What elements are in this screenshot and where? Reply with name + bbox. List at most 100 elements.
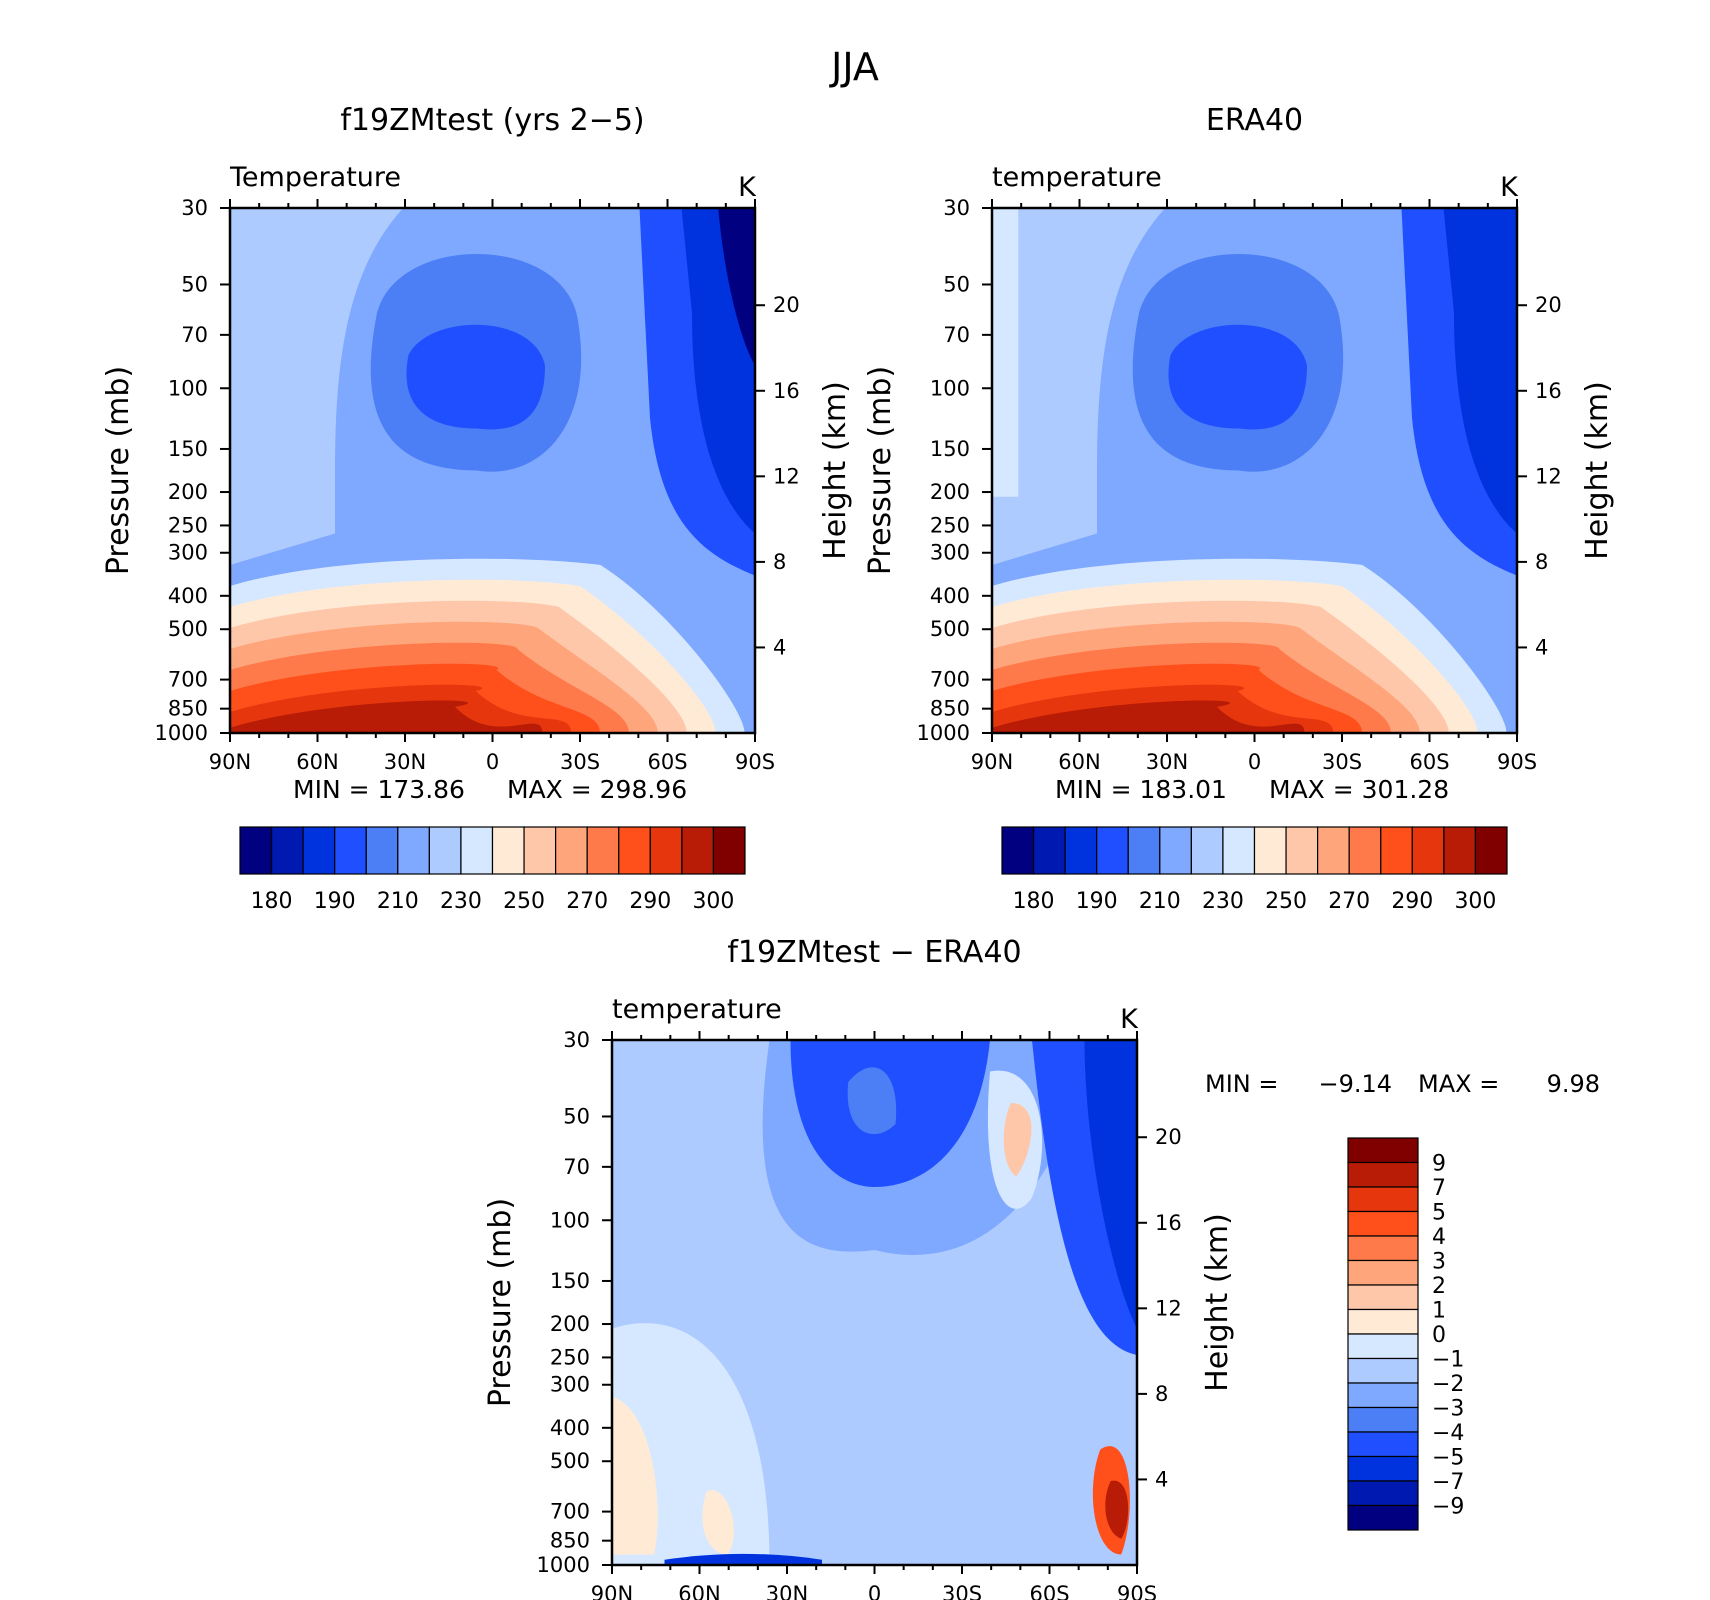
colorbar-label: −3 [1432,1397,1464,1422]
colorbar: 180 190 210 230 250 270 290 300 [239,826,746,914]
y-tick-label: 400 [550,1416,590,1440]
colorbar-box [1317,826,1350,875]
panel-title: f19ZMtest (yrs 2−5) [340,103,644,138]
x-tick-label: 60N [1058,750,1100,774]
colorbar-box [1347,1333,1419,1360]
colorbar-box [1347,1480,1419,1507]
colorbar-label: 7 [1432,1176,1446,1201]
colorbar-box [460,826,494,875]
colorbar-box [1474,826,1508,875]
colorbar-box [1096,826,1129,875]
colorbar-box [1347,1137,1419,1164]
colorbar-box [1347,1259,1419,1286]
contour-band [406,324,545,430]
y-tick-label: 300 [930,541,970,565]
y-tick-label: 50 [181,272,208,296]
y-tick-label: 100 [550,1208,590,1232]
y2-tick-label: 8 [1155,1382,1168,1406]
y-tick-label: 400 [168,584,208,608]
colorbar-label: 1 [1432,1299,1446,1324]
panels: f19ZMtest (yrs 2−5) Temperature K 90N 60N 30N… [101,103,1615,1600]
x-tick-label: 60S [1409,750,1449,774]
chart-panel-3: f19ZMtest − ERA40 temperature K 90N 60N 30N 0 3… [483,935,1600,1600]
x-tick-label: 30S [560,750,600,774]
colorbar-label: 190 [314,889,356,914]
y-axis-title: Pressure (mb) [483,1198,518,1407]
y2-tick-label: 20 [1535,293,1562,317]
y2-tick-label: 20 [773,293,800,317]
units-label: K [1120,1004,1139,1035]
colorbar-box [365,826,399,875]
colorbar-box [1285,826,1319,875]
colorbar-box [681,826,715,875]
y-tick-label: 150 [168,437,208,461]
min-label: MIN = 183.01 [1055,775,1227,804]
colorbar-box [1347,1210,1419,1237]
y2-tick-label: 8 [1535,550,1548,574]
colorbar-label: 270 [566,889,608,914]
colorbar-label: 230 [1202,889,1244,914]
colorbar-label: 300 [692,889,734,914]
colorbar-label: 190 [1076,889,1118,914]
panel-subtitle: Temperature [229,162,401,193]
x-tick-label: 0 [486,750,499,774]
colorbar-box [1347,1406,1419,1433]
colorbar-box [491,826,525,875]
colorbar-label: 4 [1432,1225,1446,1250]
max-label: MAX = 301.28 [1269,775,1449,804]
colorbar-box [1380,826,1413,875]
colorbar-label: 0 [1432,1323,1446,1348]
y-tick-label: 50 [563,1104,590,1128]
colorbar-box [302,826,336,875]
colorbar-label: 290 [629,889,671,914]
y-tick-label: 500 [550,1449,590,1473]
y2-tick-label: 16 [1535,379,1562,403]
y-tick-label: 70 [943,323,970,347]
colorbar-box [334,826,367,875]
contour-band [992,700,1305,733]
colorbar-label: −9 [1432,1495,1464,1520]
x-tick-label: 30N [384,750,426,774]
y2-axis-title: Height (km) [1580,381,1615,560]
colorbar-label: 290 [1391,889,1433,914]
colorbar-label: −4 [1432,1421,1464,1446]
colorbar-box [1253,826,1287,875]
y-tick-label: 100 [168,376,208,400]
x-tick-label: 30S [1322,750,1362,774]
y2-tick-label: 12 [1535,464,1562,488]
contour-band [992,208,1166,565]
x-tick-label: 0 [868,1582,881,1600]
y-tick-label: 1000 [155,721,208,745]
y-tick-label: 300 [550,1373,590,1397]
colorbar-box [586,826,620,875]
colorbar-label: 270 [1328,889,1370,914]
y2-tick-label: 4 [773,635,786,659]
y-tick-label: 150 [930,437,970,461]
y-tick-label: 250 [550,1345,590,1369]
colorbar-label: 230 [440,889,482,914]
contour-band [1003,1103,1032,1177]
colorbar-label: 3 [1432,1250,1446,1275]
y2-tick-label: 20 [1155,1125,1182,1149]
y-tick-label: 700 [930,668,970,692]
y-tick-label: 1000 [917,721,970,745]
colorbar-box [1443,826,1477,875]
y-axis-title: Pressure (mb) [863,366,898,575]
x-tick-label: 90N [209,750,251,774]
y-tick-label: 200 [550,1312,590,1336]
y-tick-label: 850 [930,697,970,721]
colorbar-box [618,826,651,875]
colorbar-box [1190,826,1224,875]
colorbar-label: 9 [1432,1152,1446,1177]
min-label: MIN = 173.86 [293,775,465,804]
units-label: K [738,172,757,203]
contour-band [847,1067,897,1135]
colorbar-box [1347,1455,1419,1482]
x-tick-label: 30N [1146,750,1188,774]
panel-title: f19ZMtest − ERA40 [727,935,1021,970]
contour-field [612,1040,1137,1565]
chart-panel-1: f19ZMtest (yrs 2−5) Temperature K 90N 60N 30N… [101,103,853,914]
panel-subtitle: temperature [612,994,782,1025]
colorbar-box [1411,826,1445,875]
